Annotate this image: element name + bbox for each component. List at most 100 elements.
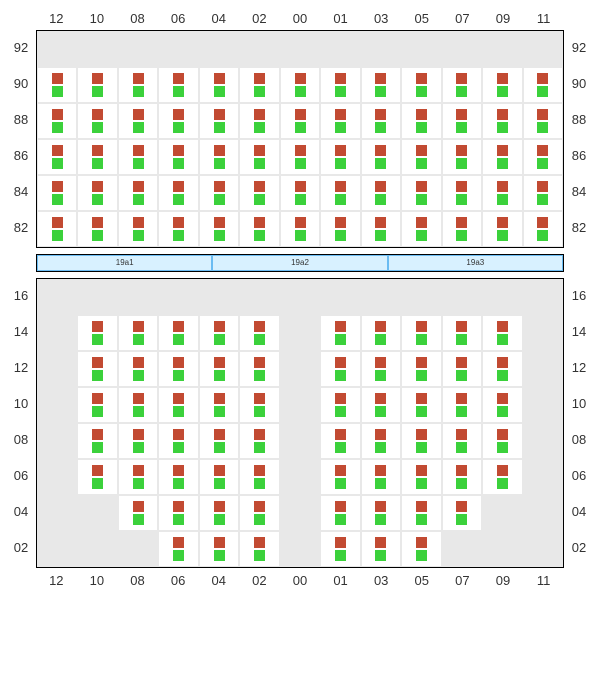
slot-cell[interactable] <box>401 175 441 211</box>
slot-cell[interactable] <box>361 351 401 387</box>
slot-cell[interactable] <box>523 211 563 247</box>
slot-cell[interactable] <box>199 495 239 531</box>
slot-cell[interactable] <box>361 139 401 175</box>
slot-cell[interactable] <box>77 211 117 247</box>
slot-cell[interactable] <box>118 67 158 103</box>
slot-cell[interactable] <box>320 531 360 567</box>
slot-cell[interactable] <box>361 459 401 495</box>
slot-cell[interactable] <box>199 351 239 387</box>
slot-cell[interactable] <box>401 67 441 103</box>
slot-cell[interactable] <box>239 495 279 531</box>
slot-cell[interactable] <box>482 351 522 387</box>
slot-cell[interactable] <box>118 175 158 211</box>
slot-cell[interactable] <box>158 67 198 103</box>
slot-cell[interactable] <box>239 459 279 495</box>
slot-cell[interactable] <box>482 139 522 175</box>
slot-cell[interactable] <box>482 211 522 247</box>
slot-cell[interactable] <box>77 351 117 387</box>
slot-cell[interactable] <box>442 67 482 103</box>
slot-cell[interactable] <box>442 423 482 459</box>
slot-cell[interactable] <box>401 211 441 247</box>
slot-cell[interactable] <box>361 315 401 351</box>
slot-cell[interactable] <box>320 211 360 247</box>
slot-cell[interactable] <box>523 103 563 139</box>
slot-cell[interactable] <box>320 315 360 351</box>
slot-cell[interactable] <box>118 103 158 139</box>
slot-cell[interactable] <box>401 459 441 495</box>
slot-cell[interactable] <box>361 531 401 567</box>
slot-cell[interactable] <box>158 495 198 531</box>
slot-cell[interactable] <box>239 103 279 139</box>
slot-cell[interactable] <box>320 387 360 423</box>
slot-cell[interactable] <box>199 211 239 247</box>
slot-cell[interactable] <box>239 67 279 103</box>
slot-cell[interactable] <box>280 211 320 247</box>
slot-cell[interactable] <box>442 387 482 423</box>
slot-cell[interactable] <box>239 351 279 387</box>
slot-cell[interactable] <box>158 103 198 139</box>
slot-cell[interactable] <box>442 175 482 211</box>
slot-cell[interactable] <box>482 423 522 459</box>
slot-cell[interactable] <box>199 387 239 423</box>
slot-cell[interactable] <box>442 211 482 247</box>
slot-cell[interactable] <box>361 495 401 531</box>
slot-cell[interactable] <box>361 67 401 103</box>
slot-cell[interactable] <box>361 423 401 459</box>
slot-cell[interactable] <box>401 351 441 387</box>
slot-cell[interactable] <box>280 175 320 211</box>
slot-cell[interactable] <box>118 211 158 247</box>
slot-cell[interactable] <box>158 211 198 247</box>
slot-cell[interactable] <box>118 495 158 531</box>
slot-cell[interactable] <box>77 459 117 495</box>
slot-cell[interactable] <box>199 139 239 175</box>
slot-cell[interactable] <box>77 315 117 351</box>
slot-cell[interactable] <box>320 67 360 103</box>
segment-label[interactable]: 19a2 <box>212 255 387 271</box>
slot-cell[interactable] <box>320 175 360 211</box>
slot-cell[interactable] <box>118 315 158 351</box>
slot-cell[interactable] <box>118 459 158 495</box>
slot-cell[interactable] <box>118 387 158 423</box>
slot-cell[interactable] <box>482 315 522 351</box>
slot-cell[interactable] <box>442 495 482 531</box>
slot-cell[interactable] <box>320 139 360 175</box>
slot-cell[interactable] <box>199 67 239 103</box>
slot-cell[interactable] <box>158 315 198 351</box>
slot-cell[interactable] <box>401 139 441 175</box>
slot-cell[interactable] <box>158 175 198 211</box>
slot-cell[interactable] <box>37 67 77 103</box>
slot-cell[interactable] <box>442 315 482 351</box>
slot-cell[interactable] <box>239 387 279 423</box>
slot-cell[interactable] <box>482 175 522 211</box>
slot-cell[interactable] <box>158 351 198 387</box>
slot-cell[interactable] <box>158 423 198 459</box>
slot-cell[interactable] <box>442 103 482 139</box>
slot-cell[interactable] <box>118 351 158 387</box>
slot-cell[interactable] <box>361 175 401 211</box>
slot-cell[interactable] <box>280 67 320 103</box>
slot-cell[interactable] <box>158 531 198 567</box>
slot-cell[interactable] <box>320 103 360 139</box>
slot-cell[interactable] <box>482 387 522 423</box>
slot-cell[interactable] <box>37 211 77 247</box>
segment-label[interactable]: 19a1 <box>37 255 212 271</box>
slot-cell[interactable] <box>199 103 239 139</box>
slot-cell[interactable] <box>401 495 441 531</box>
slot-cell[interactable] <box>482 459 522 495</box>
slot-cell[interactable] <box>77 423 117 459</box>
slot-cell[interactable] <box>280 139 320 175</box>
slot-cell[interactable] <box>442 351 482 387</box>
slot-cell[interactable] <box>199 531 239 567</box>
slot-cell[interactable] <box>361 387 401 423</box>
slot-cell[interactable] <box>239 211 279 247</box>
slot-cell[interactable] <box>401 103 441 139</box>
slot-cell[interactable] <box>118 139 158 175</box>
slot-cell[interactable] <box>401 387 441 423</box>
slot-cell[interactable] <box>239 139 279 175</box>
slot-cell[interactable] <box>77 103 117 139</box>
slot-cell[interactable] <box>199 423 239 459</box>
slot-cell[interactable] <box>442 459 482 495</box>
slot-cell[interactable] <box>320 423 360 459</box>
slot-cell[interactable] <box>118 423 158 459</box>
slot-cell[interactable] <box>77 67 117 103</box>
